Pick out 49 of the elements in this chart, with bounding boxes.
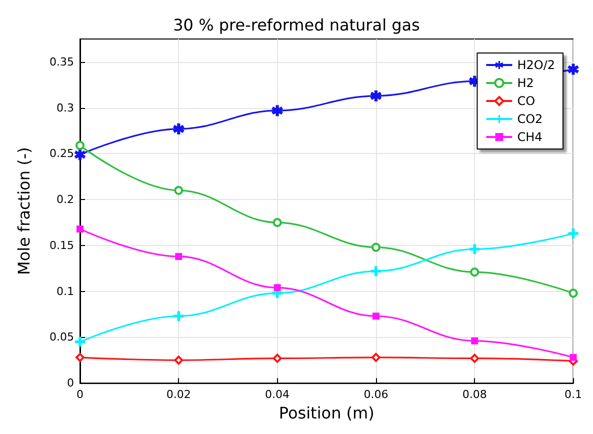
legend-label: CO: [517, 94, 536, 108]
point: [74, 149, 86, 160]
chart-title: 30 % pre-reformed natural gas: [173, 16, 420, 34]
y-tick-label: 0: [67, 376, 74, 390]
point: [370, 266, 381, 276]
y-tick-label: 0.35: [50, 55, 74, 68]
point: [371, 242, 380, 252]
x-tick-label: 0.02: [166, 388, 191, 402]
point: [174, 311, 184, 322]
point: [370, 90, 382, 102]
point: [568, 288, 578, 298]
x-axis-title: Position (m): [278, 404, 374, 422]
y-tick-label: 0.25: [50, 147, 74, 160]
y-tick-label: 0.05: [50, 330, 74, 344]
point: [76, 352, 84, 362]
point: [274, 284, 281, 292]
legend-label: H2O/2: [517, 58, 555, 72]
point: [372, 312, 380, 320]
point: [470, 354, 480, 363]
x-tick-label: 0.06: [364, 388, 388, 402]
point: [175, 252, 182, 260]
y-tick-label: 0.3: [56, 101, 74, 114]
x-tick-label: 0.04: [265, 388, 290, 402]
x-tick-label: 0.08: [462, 388, 487, 402]
point: [76, 225, 84, 232]
point: [568, 64, 579, 75]
legend-label: CH4: [517, 130, 542, 144]
point: [174, 356, 184, 365]
legend-label: H2: [517, 76, 534, 90]
point: [470, 244, 480, 254]
point: [470, 268, 480, 277]
y-tick-label: 0.15: [50, 238, 74, 252]
point: [174, 186, 184, 195]
point: [173, 123, 184, 134]
point: [75, 336, 85, 347]
legend-label: CO2: [517, 112, 543, 126]
x-tick-label: 0.1: [564, 388, 582, 402]
point: [272, 105, 283, 116]
point: [371, 352, 380, 362]
point: [76, 140, 84, 150]
y-tick-label: 0.1: [56, 284, 74, 298]
x-tick-label: 0: [76, 388, 84, 402]
point: [272, 354, 282, 363]
point: [272, 218, 282, 228]
y-tick-label: 0.2: [56, 193, 74, 206]
point: [570, 354, 577, 361]
point: [568, 228, 578, 239]
y-axis-title: Mole fraction (-): [14, 147, 34, 275]
point: [471, 337, 478, 344]
